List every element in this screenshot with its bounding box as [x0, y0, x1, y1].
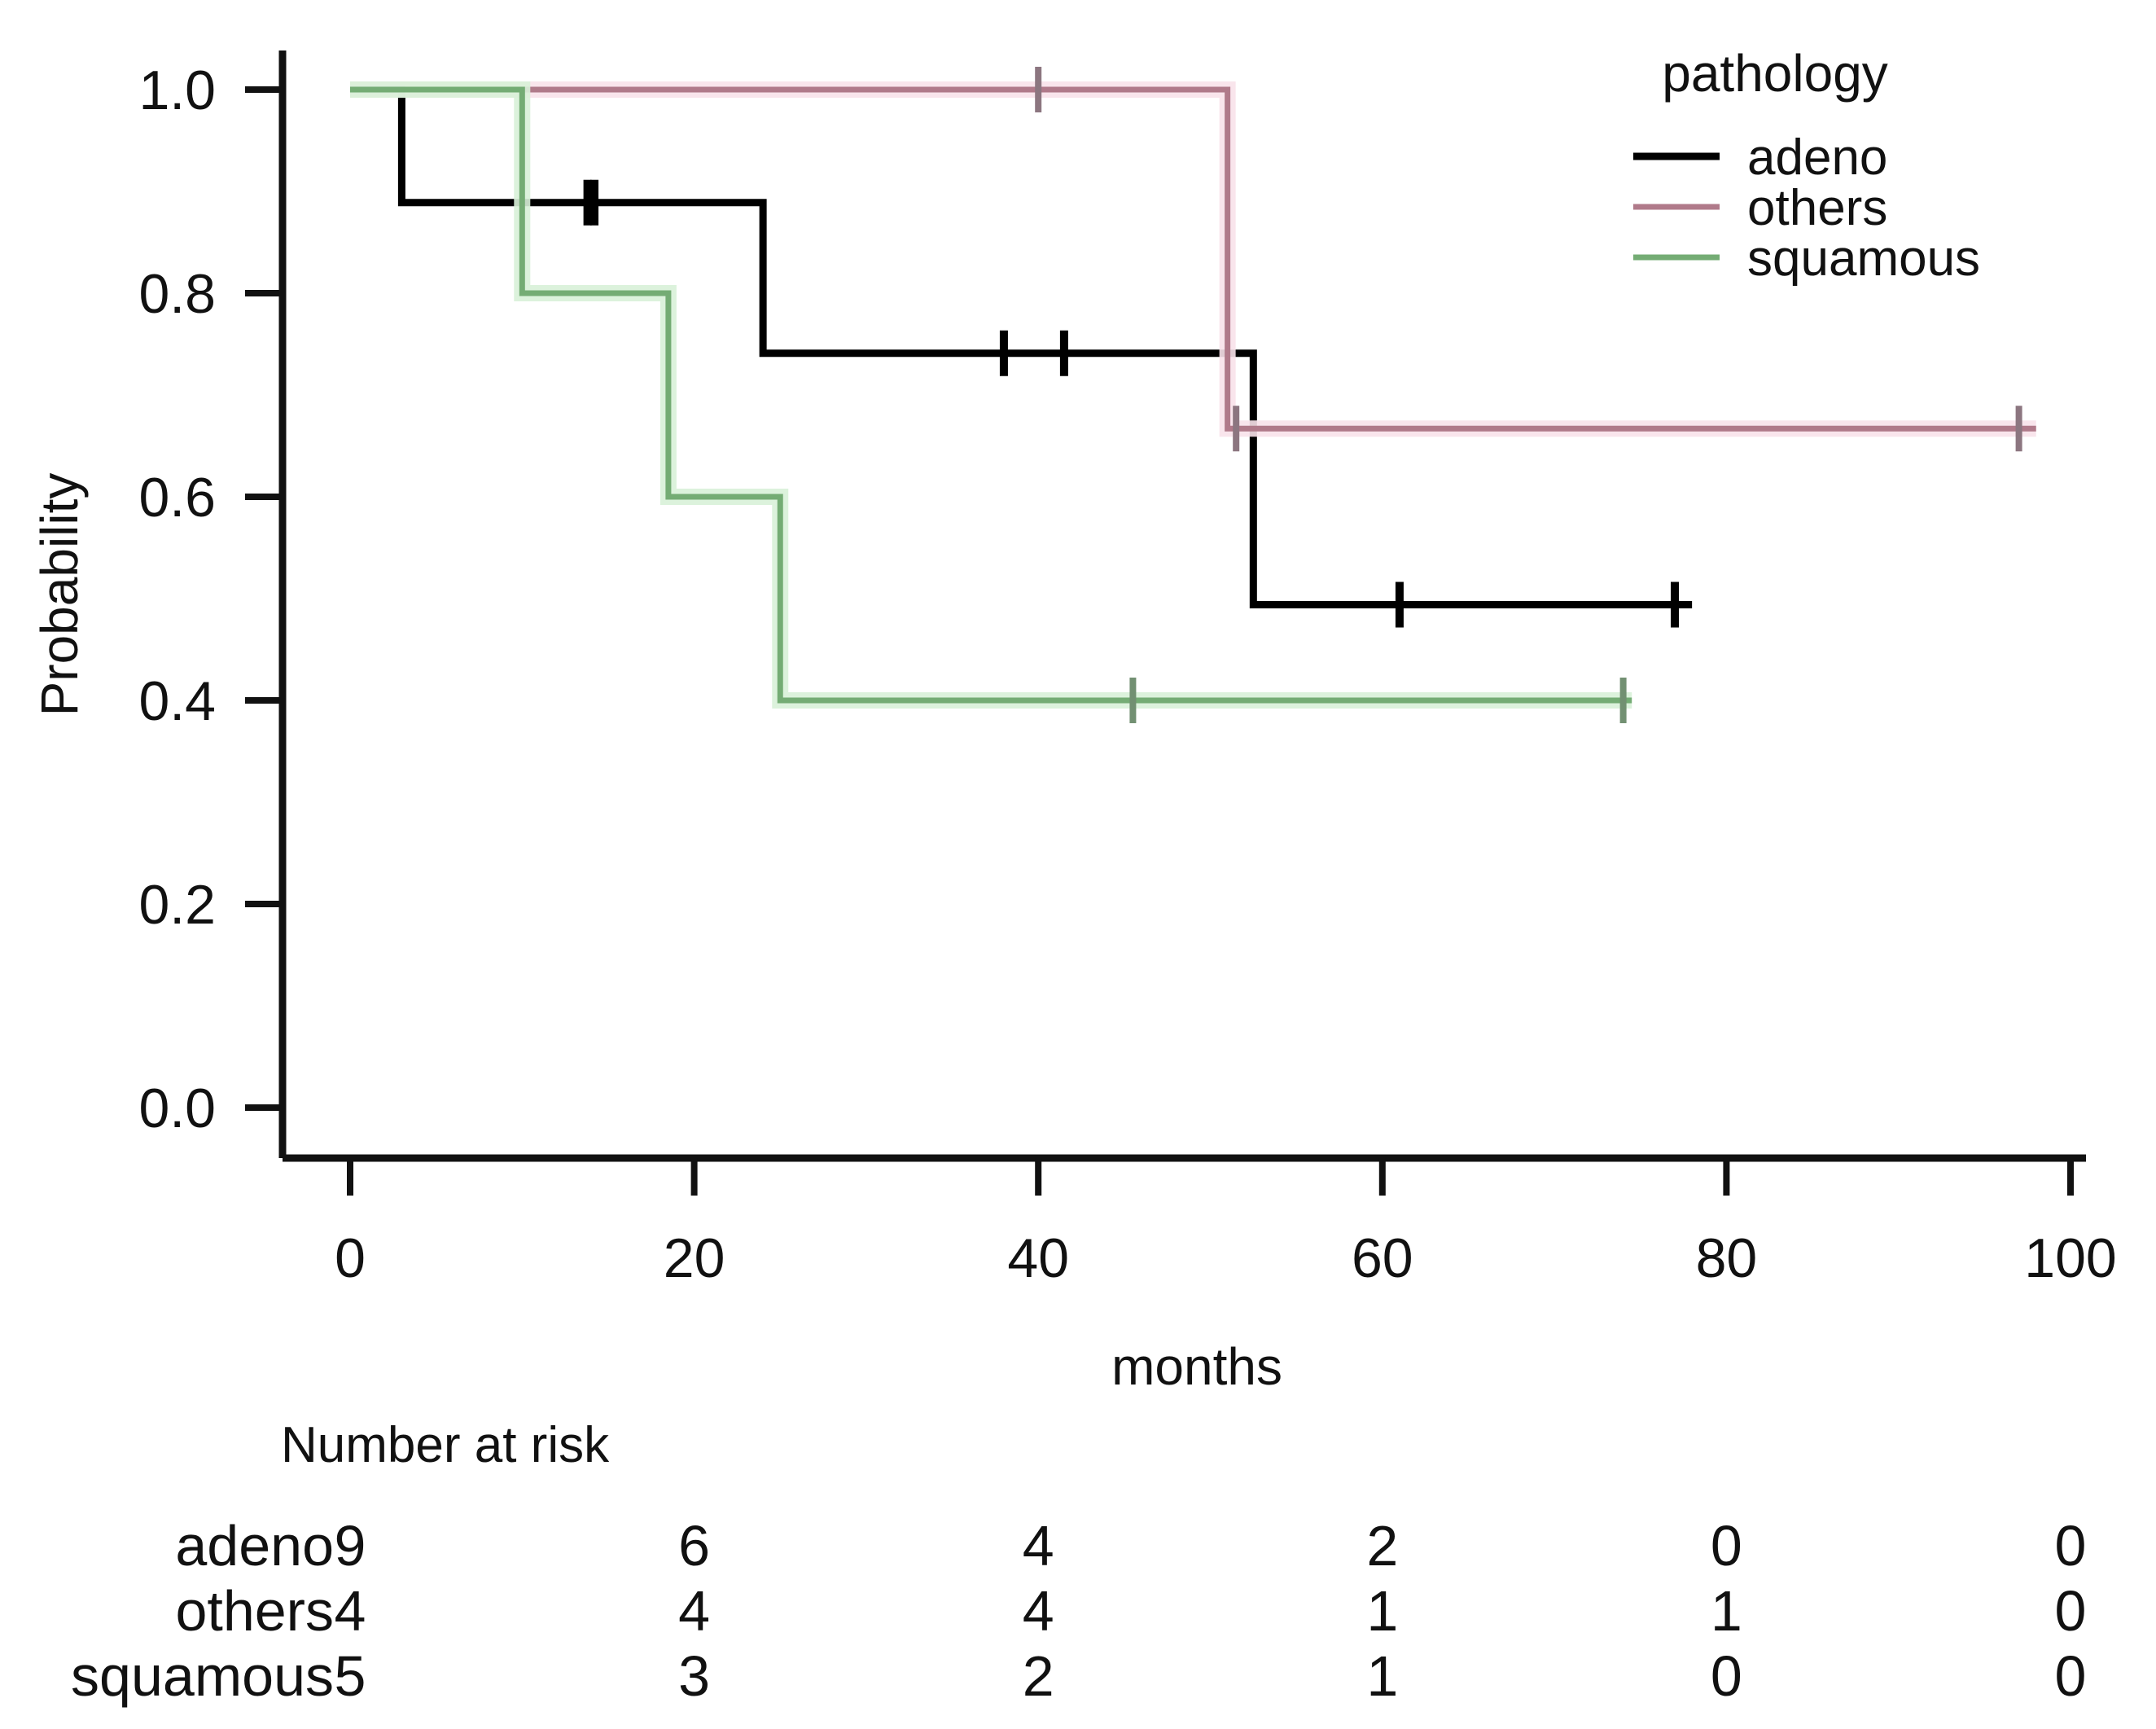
risk-value: 4 — [678, 1579, 710, 1643]
x-axis-title: months — [1111, 1337, 1282, 1396]
legend-label-adeno: adeno — [1747, 129, 1887, 186]
legend-entry-others: others — [1633, 180, 1887, 236]
risk-value: 9 — [335, 1514, 366, 1578]
x-tick-label: 60 — [1352, 1227, 1413, 1289]
risk-value: 0 — [2055, 1514, 2087, 1578]
legend-entry-squamous: squamous — [1633, 230, 1980, 287]
risk-value: 5 — [335, 1644, 366, 1708]
x-tick-label: 100 — [2024, 1227, 2116, 1289]
km-curve-glow-squamous — [350, 81, 1632, 709]
risk-row-label: others — [175, 1579, 334, 1643]
risk-row-others: others 4 4 4 1 1 0 — [175, 1579, 2086, 1643]
censor-ticks-squamous — [1129, 678, 1627, 723]
risk-value: 4 — [335, 1579, 366, 1643]
risk-row-label: squamous — [71, 1644, 334, 1708]
risk-value: 6 — [678, 1514, 710, 1578]
y-tick-label: 0.0 — [138, 1077, 216, 1139]
risk-row-label: adeno — [175, 1514, 334, 1578]
y-axis-title: Probability — [30, 473, 89, 717]
risk-value: 2 — [1023, 1644, 1054, 1708]
x-tick-label: 0 — [335, 1227, 366, 1289]
risk-value: 4 — [1023, 1579, 1054, 1643]
x-tick-label: 20 — [664, 1227, 725, 1289]
risk-value: 0 — [1711, 1514, 1742, 1578]
risk-value: 1 — [1366, 1644, 1398, 1708]
km-curve-adeno — [350, 86, 1693, 608]
risk-value: 0 — [1711, 1644, 1742, 1708]
censor-ticks-others — [1035, 67, 2022, 452]
risk-row-adeno: adeno 9 6 4 2 0 0 — [175, 1514, 2086, 1578]
risk-value: 0 — [2055, 1579, 2087, 1643]
legend-label-others: others — [1747, 180, 1887, 236]
axis-tick-labels: 0.0 0.2 0.4 0.6 0.8 1.0 0 20 40 60 80 100 — [138, 59, 2116, 1289]
risk-row-squamous: squamous 5 3 2 1 0 0 — [71, 1644, 2086, 1708]
axes — [245, 50, 2086, 1196]
legend-label-squamous: squamous — [1747, 230, 1980, 287]
y-tick-label: 1.0 — [138, 59, 216, 121]
risk-value: 0 — [2055, 1644, 2087, 1708]
y-tick-label: 0.6 — [138, 467, 216, 529]
survival-curves — [350, 67, 2036, 723]
y-tick-label: 0.8 — [138, 263, 216, 325]
risk-value: 2 — [1366, 1514, 1398, 1578]
x-tick-label: 80 — [1696, 1227, 1758, 1289]
censor-ticks-adeno — [583, 179, 1680, 628]
risk-value: 1 — [1366, 1579, 1398, 1643]
risk-value: 1 — [1711, 1579, 1742, 1643]
risk-value: 3 — [678, 1644, 710, 1708]
km-curve-others — [350, 86, 2036, 432]
y-tick-label: 0.4 — [138, 670, 216, 732]
risk-table-title: Number at risk — [281, 1417, 610, 1473]
x-tick-label: 40 — [1007, 1227, 1069, 1289]
y-tick-label: 0.2 — [138, 874, 216, 936]
legend-entry-adeno: adeno — [1633, 129, 1887, 186]
risk-value: 4 — [1023, 1514, 1054, 1578]
km-curve-squamous — [350, 86, 1632, 704]
legend-title: pathology — [1662, 44, 1888, 103]
